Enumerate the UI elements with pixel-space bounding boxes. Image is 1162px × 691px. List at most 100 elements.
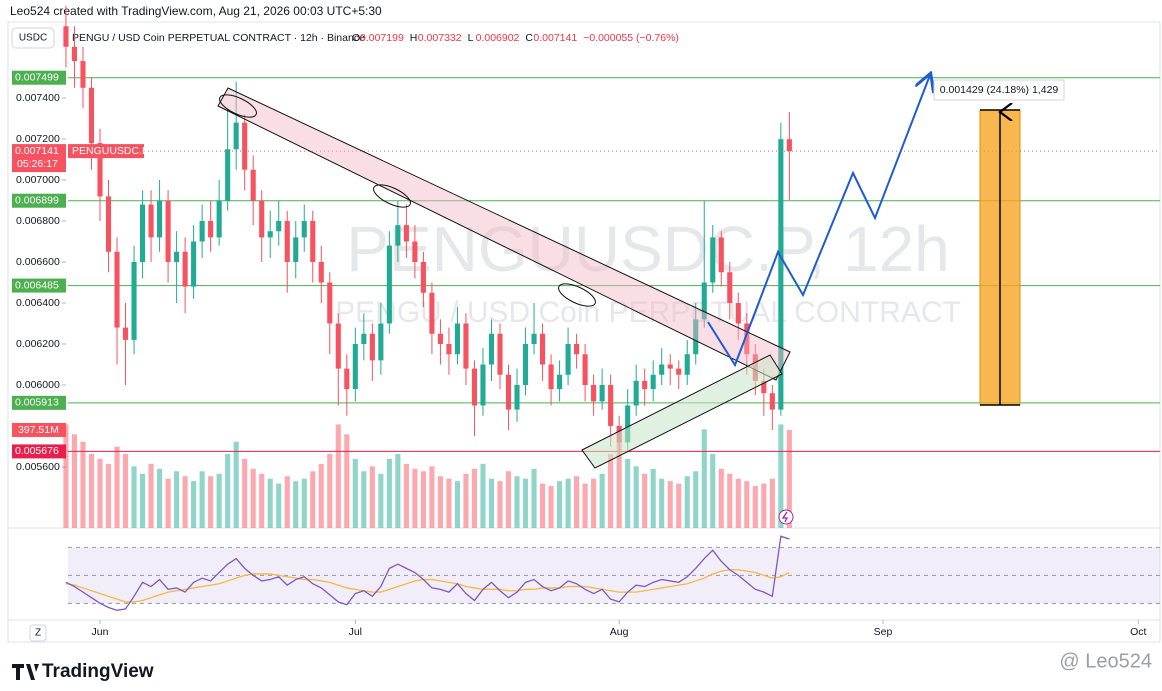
candle-body (633, 380, 639, 406)
axis-button-label[interactable]: Z (35, 628, 41, 639)
candle-body (582, 354, 588, 385)
candle-body (208, 220, 214, 238)
candle-body (505, 374, 512, 410)
ohlc-value: 0.007141 (533, 32, 577, 44)
y-tick-label: 0.006200 (16, 338, 60, 350)
ohlc-value: 0.007199 (360, 32, 404, 44)
candle-body (233, 122, 239, 150)
volume-bar (718, 468, 724, 528)
y-tick-label: 0.007000 (16, 174, 60, 186)
watermark-subtitle: PENGU / USD Coin PERPETUAL CONTRACT (335, 296, 961, 329)
volume-bar (267, 478, 273, 528)
candle-body (403, 225, 409, 242)
event-bolt (781, 511, 789, 523)
volume-bar (114, 446, 120, 528)
currency-button[interactable] (11, 27, 55, 49)
x-tick-label: Jul (349, 626, 362, 638)
x-tick-label: Jun (92, 626, 109, 638)
countdown: 05:26:17 (17, 158, 58, 170)
volume-bar (412, 468, 418, 528)
candle-body (701, 282, 707, 320)
level-label: 0.007499 (15, 71, 59, 83)
x-tick-label: Aug (610, 626, 629, 638)
volume-bar (667, 481, 673, 528)
level-label: 0.005913 (15, 397, 59, 409)
y-tick-label: 0.006800 (16, 215, 60, 227)
volume-bar (591, 478, 597, 528)
y-tick-label: 0.006000 (16, 379, 60, 391)
candle-body (693, 319, 699, 355)
candle-body (769, 393, 775, 410)
last-price-box (12, 144, 66, 173)
level-label-box (12, 395, 66, 410)
level-label: 0.005676 (15, 445, 59, 457)
volume-bar (182, 476, 188, 528)
candle-body (659, 364, 665, 375)
volume-bar (276, 483, 282, 528)
candle-body (259, 200, 265, 238)
candle-body (327, 282, 333, 324)
candle-body (761, 380, 767, 394)
candle-body (71, 46, 78, 62)
candle-body (412, 241, 418, 262)
volume-bar (497, 481, 503, 528)
currency[interactable]: USDC (19, 33, 47, 44)
y-tick-label: 0.006400 (16, 297, 60, 309)
measure-label: 0.001429 (24.18%) 1,429 (940, 84, 1059, 96)
candle-body (318, 261, 324, 283)
volume-bar (531, 468, 537, 528)
touch-circle (373, 184, 411, 208)
candle-body (429, 292, 435, 334)
candle-body (250, 169, 256, 201)
volume-bar (522, 478, 529, 528)
candle-body (216, 200, 222, 238)
candle-body (565, 343, 571, 375)
plot: 0.007400 0.007200 0.007000 0.006800 0.006600… (8, 5, 1160, 638)
candle-body (531, 333, 537, 344)
volume-bar (761, 483, 767, 528)
candle-body (242, 122, 248, 170)
volume-bar (301, 478, 307, 528)
volume-bar (582, 483, 588, 528)
volume-bar (242, 458, 248, 528)
candle-body (122, 327, 129, 340)
candle-body (191, 241, 197, 287)
volume-bar (514, 476, 520, 528)
candle-body (225, 149, 231, 201)
candle-body (165, 200, 171, 262)
symbol-label: PENGUUSDC.P (72, 145, 149, 157)
volume-bar (88, 454, 95, 528)
ascending-channel (581, 354, 783, 469)
level-label-box (12, 193, 66, 208)
event-icon[interactable] (778, 509, 794, 525)
projection-path (707, 75, 930, 368)
volume-bar (293, 481, 299, 528)
level-label-box (12, 444, 66, 459)
candle-body (735, 302, 741, 324)
candle-body (131, 261, 137, 340)
candle-body (267, 231, 273, 238)
candle-body (63, 26, 69, 47)
logo-text: TradingView (42, 661, 154, 682)
logo-mark (12, 664, 39, 680)
volume-bar (80, 441, 86, 528)
axis-button[interactable] (29, 624, 47, 642)
volume-bar (165, 478, 171, 528)
candle-body (778, 139, 784, 410)
candle-body (718, 237, 724, 273)
volume-bar (429, 466, 435, 528)
candle-body (80, 61, 86, 88)
volume-bar (557, 481, 563, 528)
y-tick-label: 0.005600 (16, 461, 60, 473)
volume-bar (548, 486, 554, 528)
candle-body (608, 384, 614, 426)
rsi-line (65, 535, 790, 611)
candle-body (97, 143, 103, 197)
volume-bar (157, 468, 163, 528)
candle-body (710, 237, 716, 283)
candle-body (514, 384, 520, 410)
volume-bar (361, 471, 367, 528)
volume-label: 397.51M (18, 424, 59, 436)
